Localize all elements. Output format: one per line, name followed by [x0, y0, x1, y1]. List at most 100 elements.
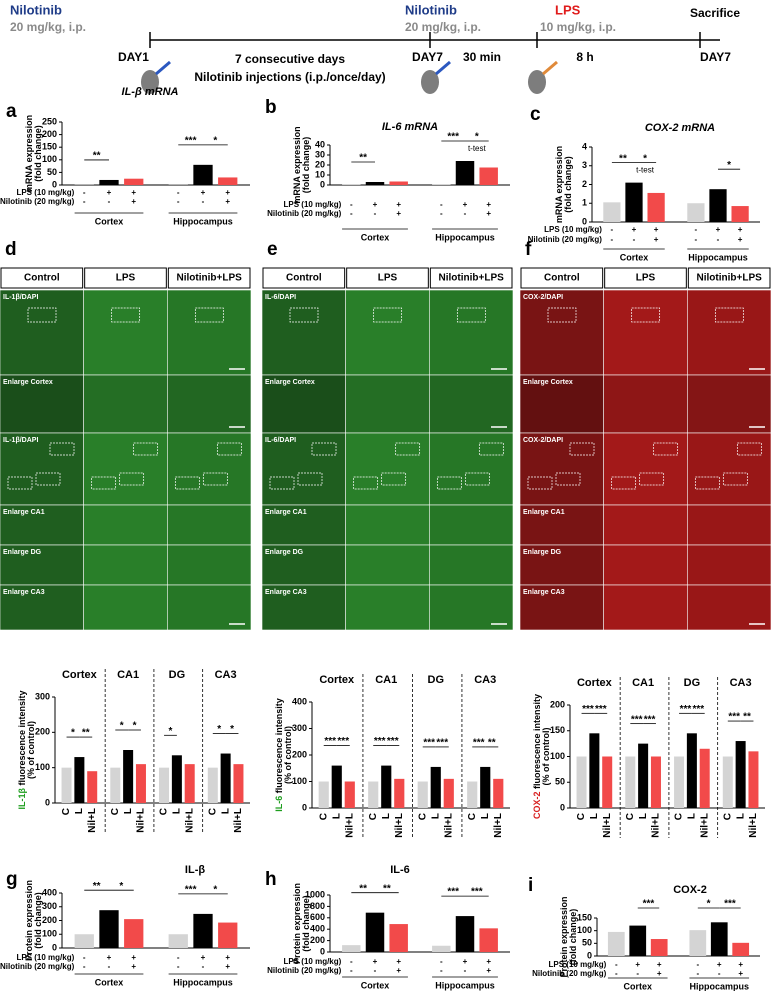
x-tick-label: L	[220, 808, 231, 814]
column-header: Control	[544, 273, 580, 284]
row-sign: +	[486, 957, 491, 966]
x-tick-label: Nil+L	[394, 813, 405, 838]
row-sign: +	[654, 235, 659, 244]
significance-label: **	[359, 883, 367, 894]
micrograph	[520, 290, 604, 375]
row-sign: +	[463, 957, 468, 966]
row-sign: -	[633, 235, 636, 244]
micrograph	[603, 585, 688, 630]
group-label: Cortex	[361, 232, 390, 242]
y-axis-label-part: (% of control)	[283, 726, 293, 784]
row-sign: -	[696, 969, 699, 978]
micrograph-border	[429, 584, 514, 631]
micrograph	[345, 545, 430, 585]
bar	[689, 930, 707, 956]
y-tick-label: 300	[42, 901, 57, 911]
significance-label: **	[82, 728, 90, 739]
group-label: Cortex	[95, 216, 124, 226]
syringe-icon	[542, 60, 558, 76]
group-label: DG	[428, 674, 445, 686]
period-label: 7 consecutive days	[235, 52, 345, 66]
chart-title: IL-6 mRNA	[382, 121, 438, 133]
panel-letter: b	[265, 97, 277, 118]
significance-label: t-test	[468, 144, 487, 153]
y-axis-label: IL-1β fluorescence intensity	[17, 690, 27, 809]
roi-box	[194, 307, 224, 323]
bar	[607, 931, 625, 956]
row-sign: +	[107, 953, 112, 962]
significance-label: t-test	[636, 166, 655, 175]
group-label: Cortex	[62, 669, 98, 681]
bar	[193, 913, 213, 948]
y-tick-label: 200	[42, 915, 57, 925]
y-tick-label: 200	[42, 129, 57, 139]
micrograph	[0, 585, 84, 630]
header-box	[84, 267, 167, 289]
x-tick-label: L	[381, 813, 392, 819]
chart-title: IL-β	[185, 864, 205, 876]
bar	[342, 945, 361, 952]
day-label: DAY1	[118, 50, 149, 64]
bar	[650, 756, 661, 808]
row-label: Enlarge CA3	[265, 589, 307, 596]
end-label: Sacrifice	[690, 6, 740, 20]
column-header: LPS	[636, 273, 656, 284]
bar	[629, 925, 647, 956]
period-label: Nilotinib injections (i.p./once/day)	[194, 70, 385, 84]
row-sign: +	[716, 225, 721, 234]
significance-label: *	[213, 885, 217, 896]
row-sign: +	[225, 962, 230, 971]
group-label: Cortex	[361, 980, 390, 990]
row-label: Enlarge CA1	[265, 509, 307, 516]
panel-letter: d	[5, 239, 17, 260]
group-label: Hippocampus	[689, 981, 749, 991]
y-axis-label: Protein expression	[292, 883, 302, 964]
x-tick-label: C	[417, 813, 428, 820]
micrograph	[167, 505, 251, 545]
row-sign: -	[83, 197, 86, 206]
row-sign: +	[131, 197, 136, 206]
bar	[432, 184, 451, 185]
row-label: Enlarge Cortex	[265, 379, 315, 386]
bar	[99, 910, 119, 948]
row-label: Nilotinib (20 mg/kg)	[267, 209, 342, 218]
row-sign: +	[396, 200, 401, 209]
bar	[650, 939, 668, 956]
y-axis-label: (fold change)	[301, 895, 311, 952]
drug-label: Nilotinib	[405, 2, 457, 17]
significance-label: **	[93, 881, 101, 892]
row-label: Enlarge CA1	[3, 509, 45, 516]
panel-letter: c	[530, 104, 541, 125]
row-sign: +	[738, 235, 743, 244]
x-tick-label: C	[61, 808, 72, 815]
x-tick-label: L	[172, 808, 183, 814]
row-label: COX-2/DAPI	[523, 294, 563, 301]
roi-box	[555, 472, 581, 486]
y-axis-label: mRNA expression	[292, 126, 302, 203]
row-sign: +	[738, 960, 743, 969]
micrograph-border	[167, 584, 252, 631]
roi-box	[395, 442, 421, 456]
significance-label: **	[488, 738, 496, 749]
bar	[479, 167, 498, 185]
roi-box	[714, 307, 744, 323]
y-tick-label: 10	[315, 169, 325, 179]
roi-box	[736, 442, 762, 456]
micrograph	[167, 433, 251, 505]
x-tick-label: Nil+L	[184, 808, 195, 833]
column-header: LPS	[116, 273, 136, 284]
panel-letter: e	[267, 239, 278, 260]
row-label: Nilotinib (20 mg/kg)	[532, 969, 607, 978]
row-sign: -	[374, 209, 377, 218]
column-header: Control	[286, 273, 322, 284]
roi-box	[653, 442, 679, 456]
significance-label: *	[475, 132, 479, 143]
column-header: Nilotinib+LPS	[177, 273, 243, 284]
y-tick-label: 50	[47, 167, 57, 177]
y-axis-label-part: mRNA expression	[24, 115, 34, 192]
bar	[123, 750, 134, 803]
significance-label: ***	[447, 887, 459, 898]
micrograph	[603, 375, 688, 433]
x-tick-label: L	[331, 813, 342, 819]
row-label: Enlarge CA3	[523, 589, 565, 596]
